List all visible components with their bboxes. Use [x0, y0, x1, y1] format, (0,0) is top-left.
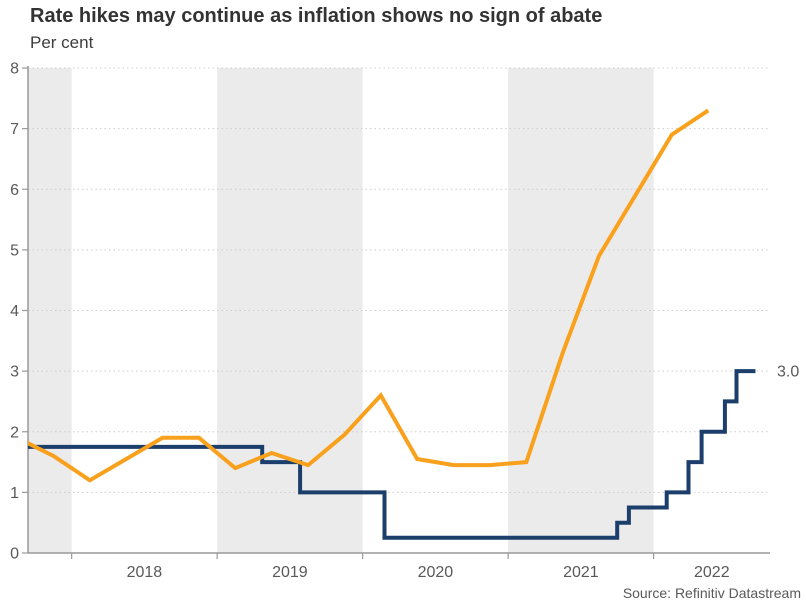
x-tick-label: 2020: [418, 564, 454, 581]
policy-rate-line: [28, 369, 756, 540]
chart-subtitle: Per cent: [30, 33, 94, 52]
y-tick-label: 7: [10, 121, 19, 138]
y-tick-label: 4: [10, 303, 19, 320]
y-tick-label: 6: [10, 182, 19, 199]
chart-title: Rate hikes may continue as inflation sho…: [30, 5, 603, 27]
y-tick-label: 3: [10, 364, 19, 381]
y-tick-label: 0: [10, 546, 19, 563]
y-tick-label: 1: [10, 485, 19, 502]
inflation-line: [28, 108, 710, 483]
rate-end-value-label: 3.0: [777, 364, 799, 381]
source-attribution: Source: Refinitiv Datastream: [622, 585, 801, 601]
x-tick-label: 2022: [694, 564, 730, 581]
y-tick-label: 8: [10, 61, 19, 78]
x-tick-label: 2018: [127, 564, 163, 581]
y-tick-label: 2: [10, 424, 19, 441]
x-tick-label: 2019: [272, 564, 308, 581]
x-tick-label: 2021: [563, 564, 599, 581]
y-tick-label: 5: [10, 242, 19, 259]
